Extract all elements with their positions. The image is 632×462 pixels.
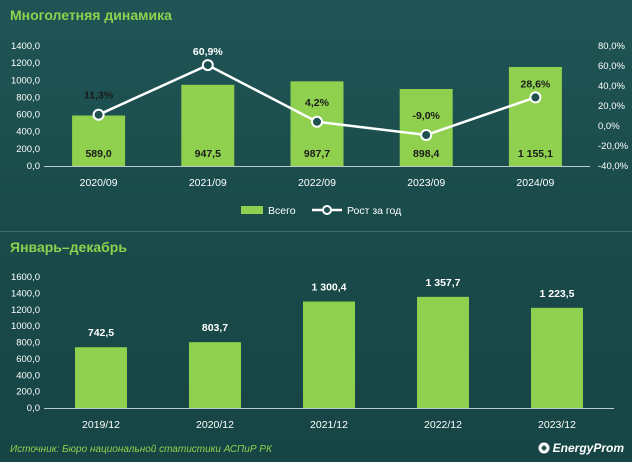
bar-value-label: 1 357,7	[425, 277, 460, 289]
y2-tick-label: -20,0%	[598, 141, 629, 152]
bar	[75, 347, 127, 408]
bar	[531, 307, 583, 408]
growth-point	[529, 91, 542, 104]
bar-value-label: 589,0	[85, 148, 111, 160]
x-tick-label: 2023/12	[538, 419, 576, 431]
legend-line-marker	[322, 205, 332, 215]
bar	[303, 301, 355, 408]
growth-point	[201, 59, 214, 72]
y2-tick-label: 40,0%	[598, 81, 625, 92]
bar	[181, 84, 235, 166]
chart-1-svg: 0,0 200,0 400,0 600,0 800,0 1000,0 1200,0 1400,…	[11, 41, 629, 217]
section-divider	[0, 231, 632, 232]
energyprom-logo: EnergyProm	[538, 441, 624, 455]
y-tick-label: 800,0	[16, 338, 40, 349]
y-tick-label: 600,0	[16, 110, 40, 121]
bar	[417, 296, 469, 408]
growth-value-label: 28,6%	[521, 78, 551, 90]
growth-value-label: 11,3%	[84, 90, 114, 102]
bar	[508, 66, 562, 166]
legend-bar-label: Всего	[268, 205, 296, 217]
growth-value-label: 4,2%	[305, 97, 330, 109]
growth-point	[420, 129, 433, 141]
y-tick-label: 1200,0	[11, 305, 40, 316]
y2-tick-label: 0,0%	[598, 121, 620, 132]
y-tick-label: 400,0	[16, 370, 40, 381]
x-tick-label: 2019/12	[82, 419, 120, 431]
y-tick-label: 600,0	[16, 354, 40, 365]
bar-value-label: 1 155,1	[518, 148, 553, 160]
y-tick-label: 200,0	[16, 144, 40, 155]
y-tick-label: 1400,0	[11, 41, 40, 52]
legend-line-label: Рост за год	[347, 205, 401, 217]
logo-text: EnergyProm	[552, 441, 624, 455]
growth-point	[311, 115, 323, 128]
bar	[189, 342, 241, 408]
y-tick-label: 0,0	[27, 161, 40, 172]
bar-value-label: 987,7	[304, 148, 330, 160]
y-tick-label: 1000,0	[11, 321, 40, 332]
x-tick-label: 2021/12	[310, 419, 348, 431]
bar-value-label: 803,7	[202, 322, 228, 334]
y-tick-label: 800,0	[16, 92, 40, 103]
source-note: Источник: Бюро национальной статистики А…	[10, 444, 272, 455]
logo-icon	[538, 442, 550, 454]
y-tick-label: 0,0	[27, 403, 40, 414]
bar-value-label: 1 300,4	[311, 282, 346, 294]
x-tick-label: 2023/09	[407, 177, 445, 189]
x-tick-label: 2022/09	[298, 177, 336, 189]
bar	[399, 88, 453, 166]
y-tick-label: 1200,0	[11, 58, 40, 69]
y2-tick-label: -40,0%	[598, 161, 629, 172]
y-tick-label: 1600,0	[11, 272, 40, 283]
bar-value-label: 1 223,5	[539, 288, 574, 300]
y2-tick-label: 80,0%	[598, 41, 625, 52]
bar-value-label: 742,5	[88, 327, 114, 339]
x-tick-label: 2022/12	[424, 419, 462, 431]
y-tick-label: 1400,0	[11, 288, 40, 299]
x-tick-label: 2020/09	[80, 177, 118, 189]
x-tick-label: 2021/09	[189, 177, 227, 189]
y-tick-label: 400,0	[16, 127, 40, 138]
chart-2-title: Январь–декабрь	[10, 239, 127, 255]
legend-bar-swatch	[241, 206, 263, 214]
growth-point	[92, 108, 105, 121]
y-tick-label: 1000,0	[11, 75, 40, 86]
x-tick-label: 2024/09	[516, 177, 554, 189]
bar-value-label: 898,4	[413, 148, 439, 160]
y2-tick-label: 20,0%	[598, 101, 625, 112]
y2-tick-label: 60,0%	[598, 61, 625, 72]
x-tick-label: 2020/12	[196, 419, 234, 431]
bar-value-label: 947,5	[195, 148, 221, 160]
growth-value-label: 60,9%	[193, 46, 223, 58]
bar	[72, 115, 126, 166]
growth-value-label: -9,0%	[412, 110, 440, 122]
y-tick-label: 200,0	[16, 387, 40, 398]
chart-1-title: Многолетняя динамика	[10, 7, 172, 23]
